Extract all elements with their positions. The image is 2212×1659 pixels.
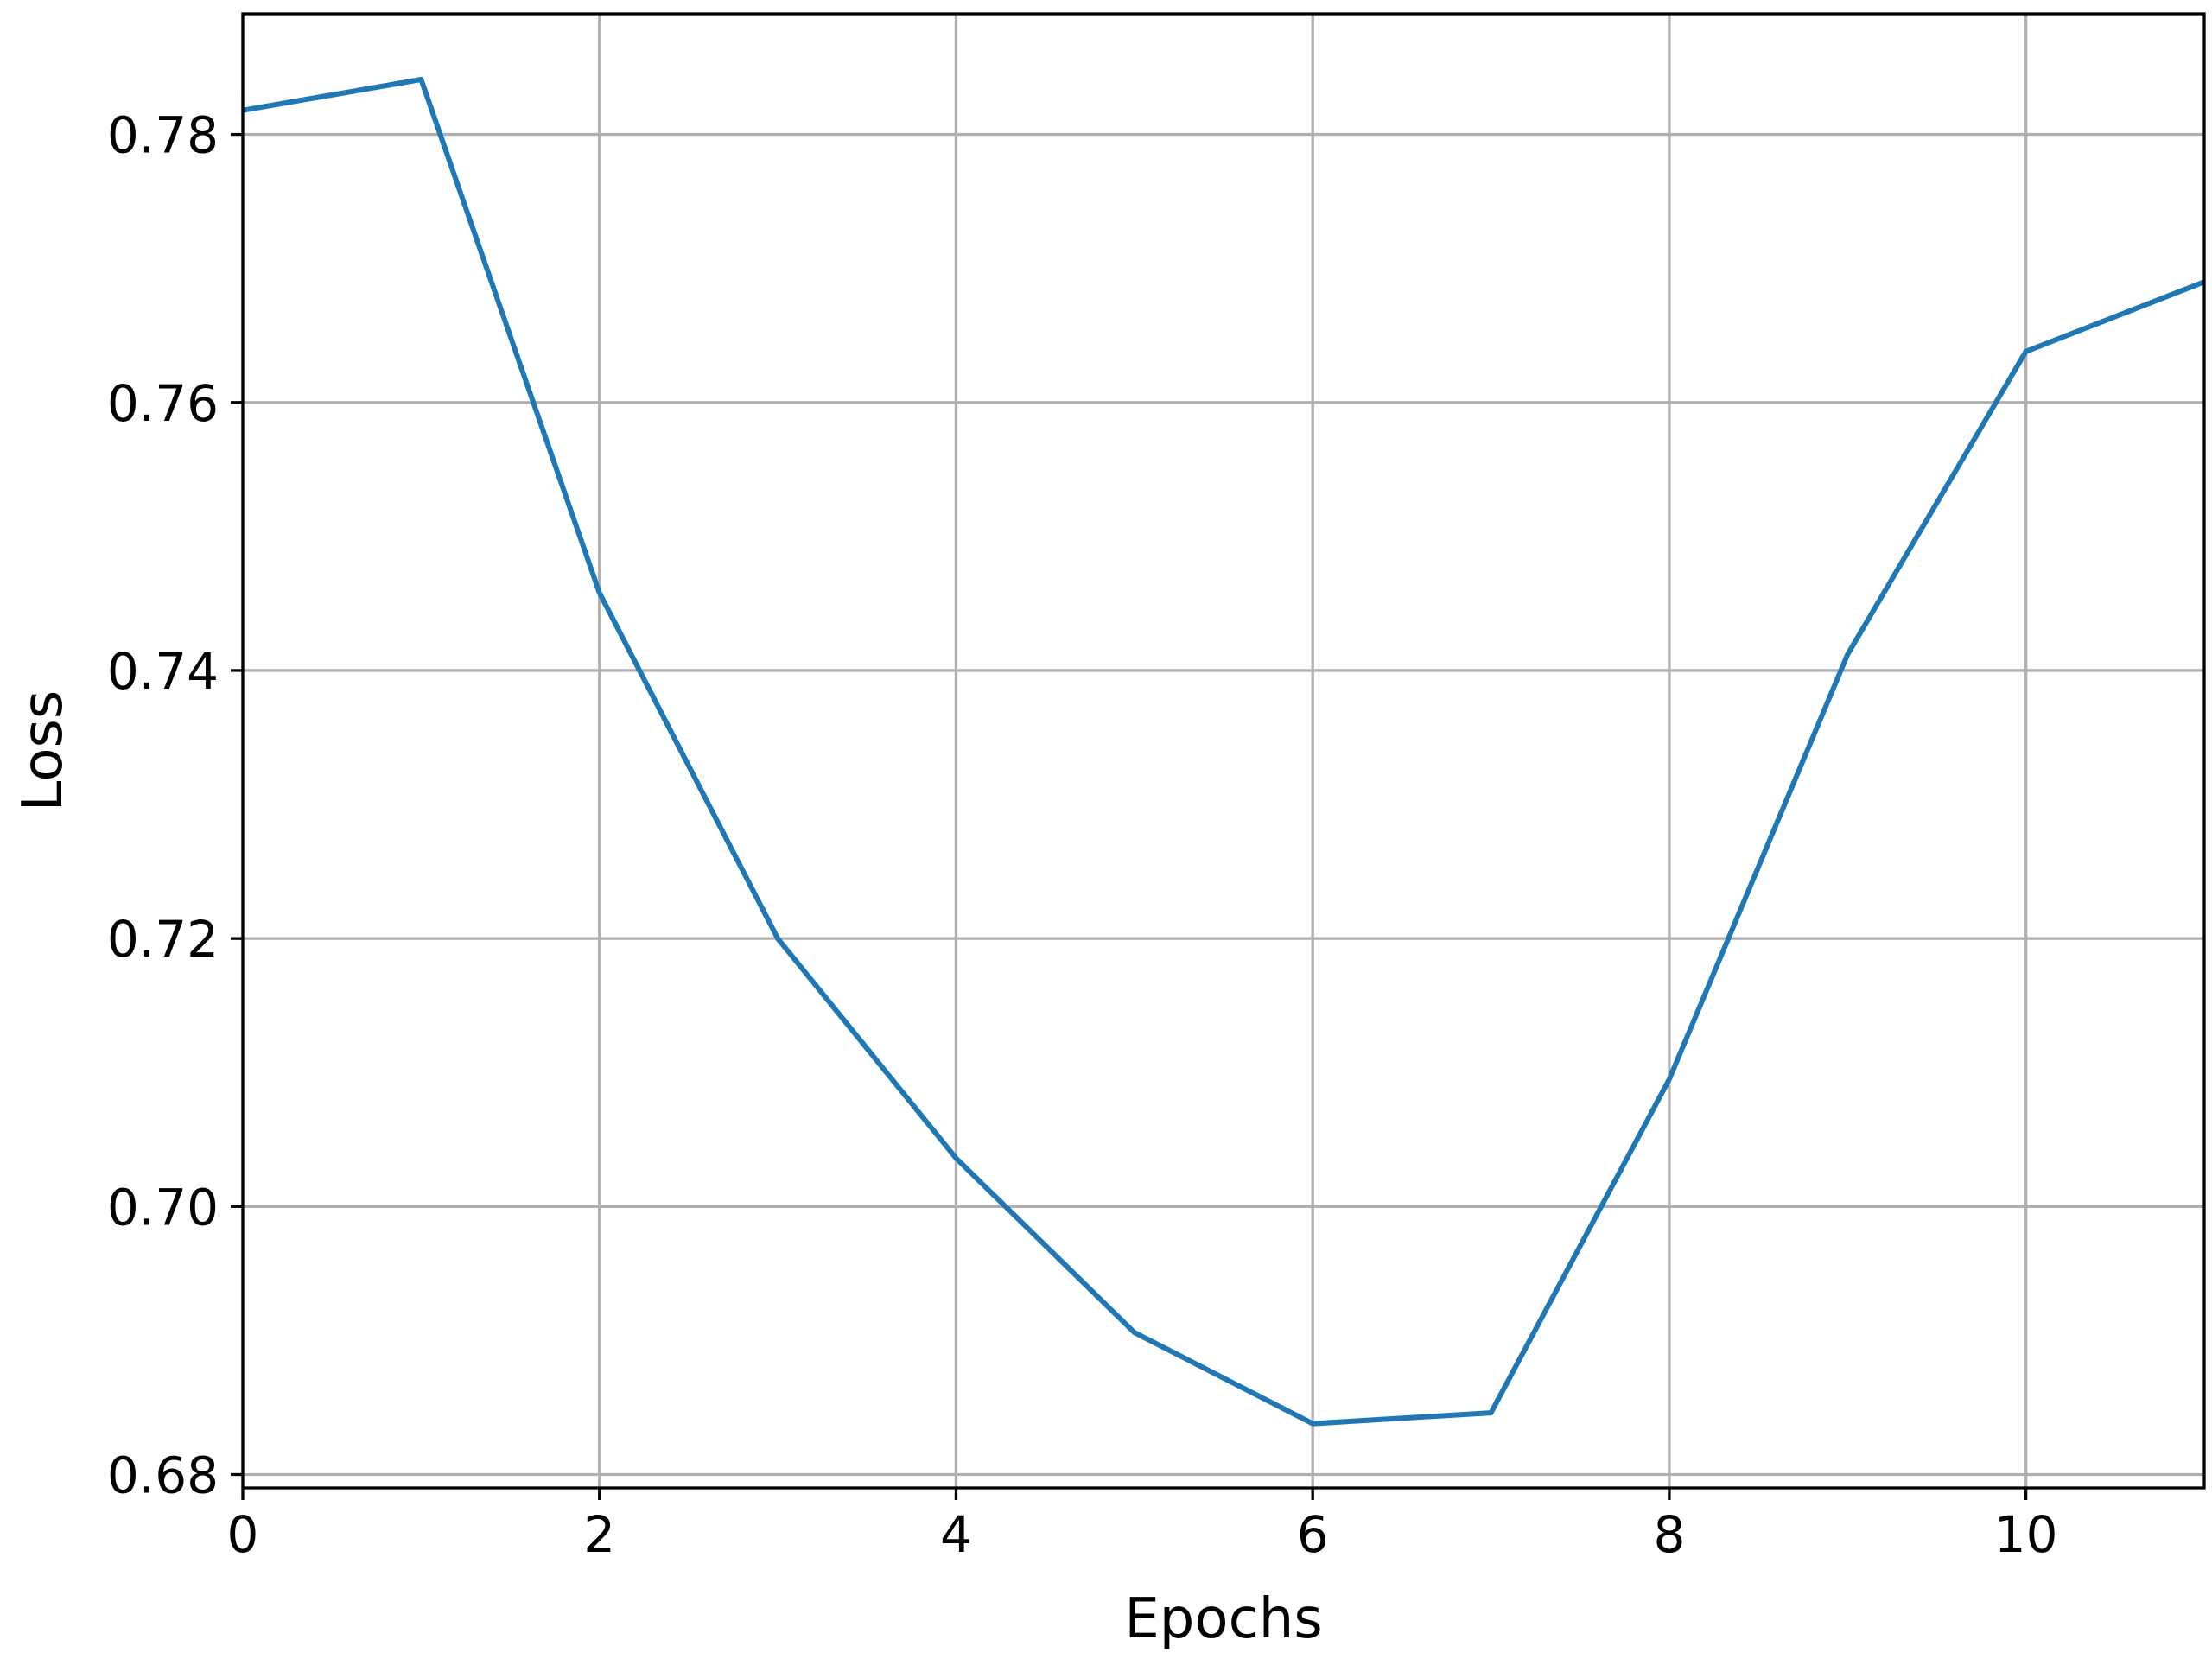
plot-area-frame bbox=[241, 12, 2206, 1490]
x-tick-label: 8 bbox=[1653, 1505, 1685, 1564]
loss-series-line bbox=[243, 77, 2204, 1427]
x-axis-ticks: 0 2 4 6 8 10 bbox=[227, 1488, 2058, 1564]
x-tick-label: 2 bbox=[583, 1505, 615, 1564]
y-tick-label: 0.76 bbox=[107, 374, 219, 433]
y-axis-label: Loss bbox=[11, 690, 75, 811]
y-tick-label: 0.74 bbox=[107, 642, 219, 701]
x-axis-label: Epochs bbox=[1124, 1587, 1322, 1651]
y-tick-label: 0.72 bbox=[107, 910, 219, 969]
x-tick-label: 6 bbox=[1297, 1505, 1329, 1564]
grid bbox=[241, 14, 2204, 1488]
y-tick-label: 0.68 bbox=[107, 1446, 219, 1504]
series-layer bbox=[243, 77, 2204, 1427]
y-tick-label: 0.78 bbox=[107, 106, 219, 165]
x-tick-label: 4 bbox=[940, 1505, 972, 1564]
y-axis-ticks: 0.68 0.70 0.72 0.74 0.76 0.78 bbox=[107, 106, 243, 1504]
y-tick-label: 0.70 bbox=[107, 1178, 219, 1236]
x-tick-label: 10 bbox=[1994, 1505, 2058, 1564]
x-tick-label: 0 bbox=[227, 1505, 259, 1564]
